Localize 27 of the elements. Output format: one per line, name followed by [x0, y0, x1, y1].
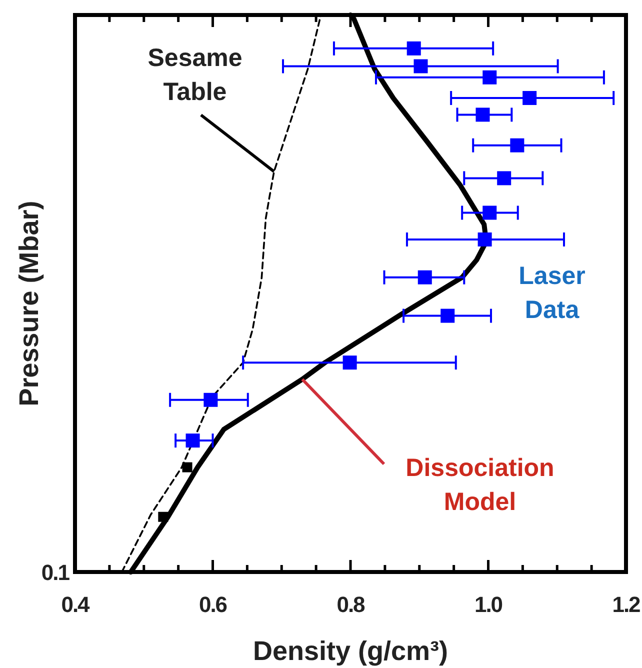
point: [522, 90, 537, 105]
point: [418, 270, 432, 284]
x-tick-label: 1.0: [474, 592, 503, 617]
point: [510, 138, 524, 152]
x-tick-label: 0.4: [61, 592, 91, 617]
point: [414, 59, 428, 74]
point: [186, 434, 200, 448]
series-label: Laser Data: [518, 262, 586, 324]
point: [182, 462, 192, 472]
point: [482, 206, 497, 220]
point: [204, 392, 218, 407]
point: [497, 171, 512, 186]
point: [406, 41, 421, 56]
x-tick-label: 0.8: [336, 592, 366, 617]
x-axis-title: Density (g/cm³): [252, 636, 448, 666]
point: [440, 308, 455, 323]
point: [482, 70, 497, 84]
annotation: Sesame Table: [148, 44, 242, 106]
x-tick-label: 0.6: [198, 592, 228, 617]
text: 0.1: [41, 560, 70, 585]
y-axis-title: Pressure (Mbar): [14, 200, 44, 406]
annotation: Dissociation Model: [406, 454, 554, 516]
x-tick-label: 1.2: [612, 592, 641, 617]
point: [478, 232, 492, 246]
point: [158, 512, 168, 522]
point: [476, 108, 490, 122]
point: [342, 356, 357, 370]
